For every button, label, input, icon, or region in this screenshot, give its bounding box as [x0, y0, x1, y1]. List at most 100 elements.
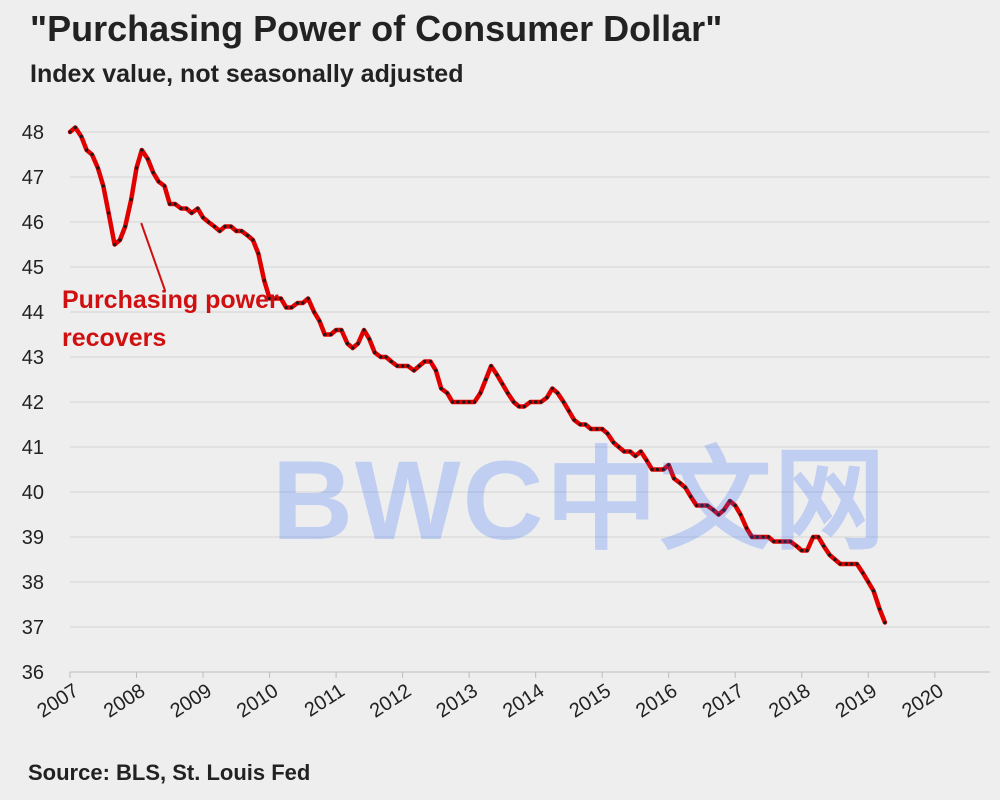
data-point: [828, 553, 832, 557]
data-point: [90, 152, 94, 157]
data-point: [850, 562, 854, 566]
x-axis-ticks: 2007 2008 2009 2010 2011 2012 2013 2014 2015 2016…: [33, 672, 948, 723]
data-point: [495, 373, 499, 377]
data-point: [173, 202, 177, 206]
data-point: [73, 125, 77, 130]
watermark: BWC中文网: [272, 438, 888, 563]
data-point: [866, 580, 870, 584]
x-tick-label-2008: 2008: [100, 680, 149, 723]
data-point: [156, 179, 161, 184]
y-tick-label-47: 47: [22, 167, 44, 189]
data-point: [229, 224, 233, 229]
data-point: [246, 233, 250, 238]
data-point: [268, 296, 272, 301]
x-tick-label-2011: 2011: [301, 680, 349, 722]
data-point: [672, 476, 676, 481]
data-point: [417, 364, 421, 368]
y-axis-ticks: 36 37 38 39 40 41 42 43 44 45 46 47 48: [22, 122, 44, 684]
x-tick-label-2018: 2018: [765, 680, 814, 723]
data-point: [301, 301, 305, 305]
data-point: [605, 431, 610, 436]
data-point: [572, 418, 576, 422]
data-point: [406, 364, 410, 368]
data-point: [628, 449, 632, 454]
data-point: [689, 494, 693, 499]
data-point: [567, 409, 571, 413]
data-point: [617, 445, 621, 449]
data-point: [822, 544, 826, 548]
data-point: [389, 359, 393, 364]
data-point: [329, 332, 333, 337]
y-tick-label-45: 45: [22, 257, 44, 279]
series-layer: [67, 125, 888, 625]
data-point: [345, 341, 349, 346]
data-point: [750, 535, 754, 539]
data-point: [512, 400, 516, 404]
data-point: [146, 157, 150, 161]
data-point: [578, 422, 582, 427]
x-tick-label-2014: 2014: [499, 680, 548, 723]
data-point: [462, 400, 466, 404]
data-point: [384, 355, 388, 359]
data-point: [728, 499, 732, 503]
data-point: [805, 548, 809, 553]
data-point: [589, 427, 593, 431]
data-point: [700, 503, 704, 508]
x-tick-label-2019: 2019: [832, 680, 881, 723]
data-point: [351, 346, 355, 350]
x-tick-label-2016: 2016: [632, 680, 681, 723]
data-point: [395, 364, 399, 368]
data-point: [838, 562, 842, 566]
data-point: [766, 535, 771, 539]
data-point: [788, 539, 793, 544]
data-point: [218, 229, 222, 233]
data-point: [356, 341, 360, 346]
data-point: [179, 206, 183, 211]
data-point: [583, 422, 588, 427]
data-point: [861, 571, 865, 575]
x-tick-label-2012: 2012: [366, 680, 415, 723]
data-point: [184, 206, 188, 211]
data-point: [306, 296, 310, 301]
source-note: Source: BLS, St. Louis Fed: [28, 760, 311, 785]
data-point: [489, 364, 493, 368]
data-point: [362, 328, 366, 332]
data-point: [794, 544, 799, 548]
data-point: [206, 220, 210, 224]
x-tick-label-2015: 2015: [566, 680, 615, 723]
data-point: [717, 512, 721, 517]
data-point: [600, 427, 604, 431]
data-point: [256, 251, 260, 256]
data-point: [800, 548, 804, 553]
data-point: [412, 368, 416, 373]
y-tick-label-39: 39: [22, 527, 44, 549]
data-point: [428, 359, 433, 364]
data-point: [738, 512, 743, 517]
data-point: [711, 508, 715, 512]
data-point: [622, 449, 626, 454]
data-point: [273, 296, 277, 301]
data-point: [151, 170, 155, 175]
data-point: [755, 535, 759, 539]
data-point: [539, 400, 543, 404]
y-tick-label-46: 46: [22, 212, 44, 234]
data-point: [251, 238, 255, 242]
data-point: [833, 557, 837, 562]
data-point: [650, 467, 654, 472]
data-point: [162, 184, 167, 188]
x-tick-label-2009: 2009: [166, 680, 215, 723]
data-point: [478, 391, 482, 395]
data-point: [556, 391, 560, 395]
data-point: [783, 539, 787, 544]
annotation-text-line-1: recovers: [62, 324, 166, 352]
data-point: [379, 355, 383, 359]
data-point: [695, 503, 699, 508]
data-point: [811, 535, 815, 539]
data-point: [201, 215, 205, 220]
data-point: [517, 404, 521, 409]
data-point: [816, 535, 821, 539]
data-point: [550, 386, 554, 391]
data-point: [223, 224, 227, 229]
chart-title: "Purchasing Power of Consumer Dollar": [30, 8, 723, 49]
